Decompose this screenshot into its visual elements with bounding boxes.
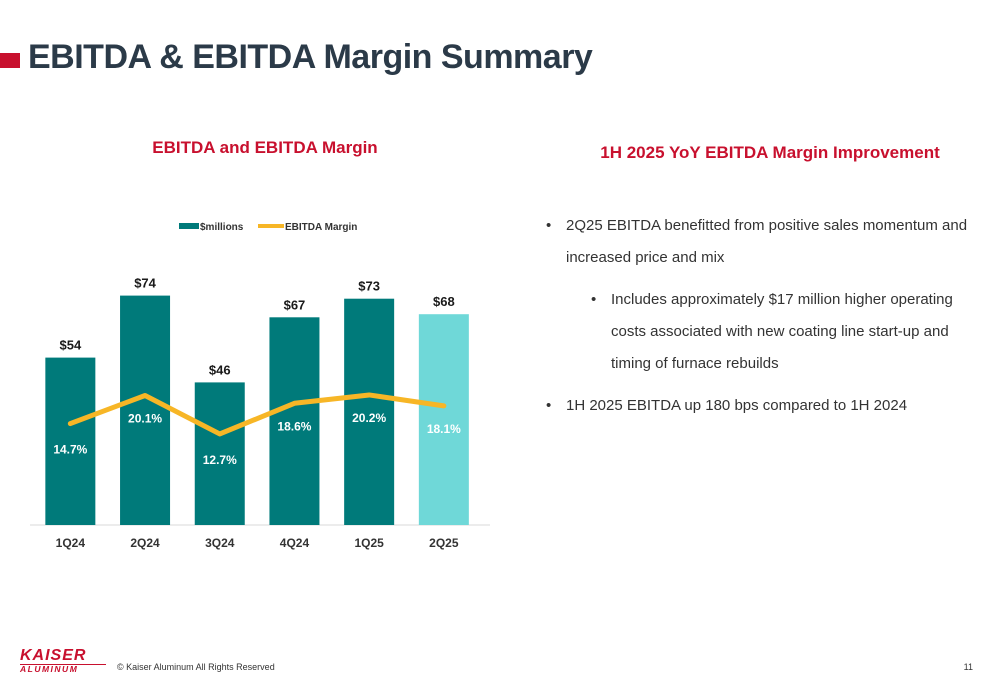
legend-bars-label: $millions	[200, 222, 244, 233]
bullet-text: 2Q25 EBITDA benefitted from positive sal…	[566, 217, 968, 266]
bar-value-label: $73	[358, 279, 380, 294]
title-accent-bar	[0, 53, 20, 68]
page-number: 11	[963, 662, 973, 672]
bar-2q24	[120, 295, 171, 525]
x-tick-label: 3Q24	[205, 536, 235, 550]
ebitda-chart: $millions EBITDA Margin $54 1Q24 $74 2Q24 $46 3…	[30, 222, 490, 550]
bar-value-label: $68	[433, 294, 455, 309]
margin-value-label: 20.1%	[128, 411, 162, 425]
bar-1q24	[45, 357, 96, 525]
legend-line-label: EBITDA Margin	[285, 222, 357, 233]
bar-value-label: $67	[284, 297, 306, 312]
chart-title: EBITDA and EBITDA Margin	[152, 138, 378, 157]
bullet-dot: •	[591, 291, 597, 308]
margin-value-label: 12.7%	[203, 453, 237, 467]
bullet-list: • 2Q25 EBITDA benefitted from positive s…	[546, 210, 986, 422]
chart-legend: $millions EBITDA Margin	[179, 222, 357, 233]
sub-bullet-item: • Includes approximately $17 million hig…	[591, 284, 986, 380]
margin-value-label: 14.7%	[53, 443, 87, 457]
x-tick-label: 2Q25	[429, 536, 459, 550]
sub-bullet-text: Includes approximately $17 million highe…	[611, 291, 953, 372]
margin-line	[67, 392, 447, 437]
bar-2q25	[418, 314, 469, 525]
slide-title: EBITDA & EBITDA Margin Summary	[28, 38, 593, 76]
kaiser-logo: KAISER ALUMINUM	[20, 647, 106, 674]
legend-line-swatch	[258, 224, 284, 228]
bullet-item: • 2Q25 EBITDA benefitted from positive s…	[546, 210, 986, 274]
margin-value-label: 20.2%	[352, 411, 386, 425]
x-tick-label: 1Q24	[56, 536, 86, 550]
right-panel-title: 1H 2025 YoY EBITDA Margin Improvement	[600, 143, 940, 162]
bullet-item: • 1H 2025 EBITDA up 180 bps compared to …	[546, 390, 986, 422]
bar-value-label: $46	[209, 362, 231, 377]
bar-4q24	[269, 317, 320, 525]
copyright-text: © Kaiser Aluminum All Rights Reserved	[117, 662, 275, 672]
bar-1q25	[344, 298, 395, 525]
margin-value-label: 18.1%	[427, 422, 461, 436]
bullet-text: 1H 2025 EBITDA up 180 bps compared to 1H…	[566, 397, 908, 414]
x-tick-label: 4Q24	[280, 536, 310, 550]
bar-3q24	[194, 382, 245, 525]
x-tick-label: 2Q24	[130, 536, 160, 550]
bar-value-label: $54	[59, 338, 81, 353]
x-tick-label: 1Q25	[354, 536, 384, 550]
margin-value-label: 18.6%	[277, 419, 311, 433]
logo-subtext: ALUMINUM	[20, 664, 106, 674]
bar-value-label: $74	[134, 276, 156, 291]
bullet-dot: •	[546, 397, 552, 414]
legend-bars-swatch	[179, 223, 199, 229]
bullet-dot: •	[546, 217, 552, 234]
logo-wordmark: KAISER	[20, 647, 87, 664]
